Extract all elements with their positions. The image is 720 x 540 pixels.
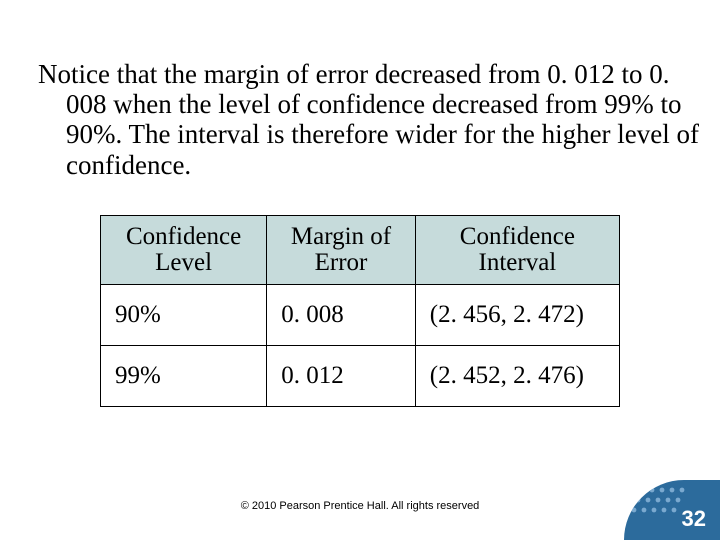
cell: (2. 456, 2. 472) xyxy=(415,285,619,346)
cell: 0. 012 xyxy=(267,346,416,407)
table-header-row: Confidence Level Margin of Error Confide… xyxy=(101,216,620,285)
copyright-text: © 2010 Pearson Prentice Hall. All rights… xyxy=(0,500,720,512)
cell: 99% xyxy=(101,346,267,407)
table-row: 90% 0. 008 (2. 456, 2. 472) xyxy=(101,285,620,346)
cell: 0. 008 xyxy=(267,285,416,346)
confidence-table: Confidence Level Margin of Error Confide… xyxy=(100,215,620,407)
body-paragraph: Notice that the margin of error decrease… xyxy=(38,59,706,180)
col-header-margin-of-error: Margin of Error xyxy=(267,216,416,285)
table-row: 99% 0. 012 (2. 452, 2. 476) xyxy=(101,346,620,407)
slide: Notice that the margin of error decrease… xyxy=(0,0,720,540)
cell: 90% xyxy=(101,285,267,346)
page-number: 32 xyxy=(682,506,706,532)
cell: (2. 452, 2. 476) xyxy=(415,346,619,407)
col-header-confidence-level: Confidence Level xyxy=(101,216,267,285)
col-header-confidence-interval: Confidence Interval xyxy=(415,216,619,285)
